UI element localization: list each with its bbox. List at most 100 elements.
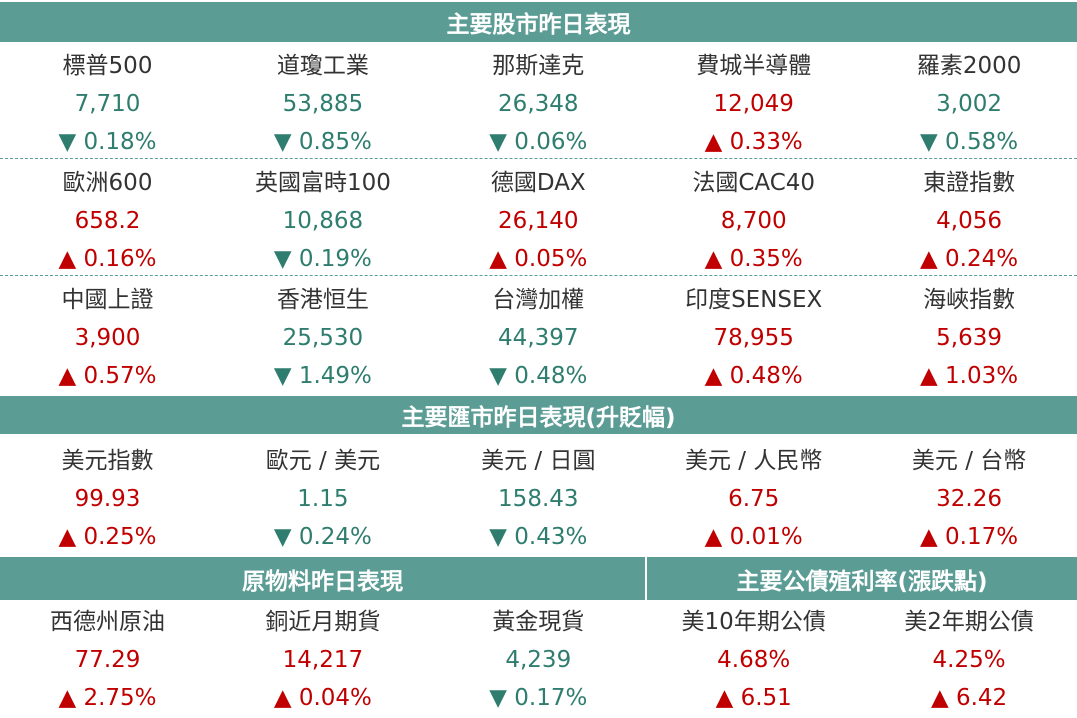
quote-cell: 美元指數 99.93 ▲ 0.25% bbox=[0, 442, 215, 556]
quote-value: 8,700 bbox=[720, 208, 787, 234]
quote-change: ▼ 0.43% bbox=[489, 524, 588, 550]
quote-name: 羅素2000 bbox=[916, 53, 1022, 79]
quote-name: 中國上證 bbox=[61, 287, 154, 313]
quote-change: ▲ 0.16% bbox=[58, 246, 157, 272]
quote-name: 歐洲600 bbox=[62, 170, 153, 196]
quote-value: 78,955 bbox=[713, 325, 794, 351]
quote-name: 銅近月期貨 bbox=[265, 609, 381, 635]
quote-value: 99.93 bbox=[74, 486, 141, 512]
quote-cell: 黃金現貨 4,239 ▼ 0.17% bbox=[431, 603, 646, 717]
quote-cell: 德國DAX 26,140 ▲ 0.05% bbox=[431, 164, 646, 278]
quote-value: 6.75 bbox=[728, 486, 780, 512]
quote-cell: 西德州原油 77.29 ▲ 2.75% bbox=[0, 603, 215, 717]
quote-change: ▲ 1.03% bbox=[920, 363, 1019, 389]
quote-change: ▼ 0.58% bbox=[920, 129, 1019, 155]
section-header: 主要匯市昨日表現(升貶幅) bbox=[0, 396, 1077, 434]
quote-value: 658.2 bbox=[74, 208, 141, 234]
row-separator bbox=[0, 158, 1077, 159]
quote-cell: 銅近月期貨 14,217 ▲ 0.04% bbox=[215, 603, 430, 717]
quote-cell: 美2年期公債 4.25% ▲ 6.42 bbox=[862, 603, 1077, 717]
quote-value: 25,530 bbox=[282, 325, 364, 351]
quote-value: 5,639 bbox=[936, 325, 1003, 351]
quote-change: ▲ 0.24% bbox=[920, 246, 1019, 272]
quote-name: 英國富時100 bbox=[254, 170, 391, 196]
quote-change: ▼ 0.19% bbox=[273, 246, 372, 272]
quote-change: ▼ 0.06% bbox=[489, 129, 588, 155]
quote-name: 標普500 bbox=[62, 53, 153, 79]
quote-name: 歐元 / 美元 bbox=[265, 448, 381, 474]
quote-cell: 香港恒生 25,530 ▼ 1.49% bbox=[215, 281, 430, 395]
section-header: 主要股市昨日表現 bbox=[0, 2, 1077, 42]
quote-change: ▼ 0.17% bbox=[489, 685, 588, 711]
quote-value: 77.29 bbox=[74, 647, 141, 673]
quote-cell: 那斯達克 26,348 ▼ 0.06% bbox=[431, 47, 646, 161]
quote-change: ▲ 0.57% bbox=[58, 363, 157, 389]
quote-cell: 英國富時100 10,868 ▼ 0.19% bbox=[215, 164, 430, 278]
quote-name: 美元 / 台幣 bbox=[911, 448, 1027, 474]
quote-cell: 台灣加權 44,397 ▼ 0.48% bbox=[431, 281, 646, 395]
quote-name: 費城半導體 bbox=[696, 53, 812, 79]
quote-value: 158.43 bbox=[498, 486, 579, 512]
quote-value: 4,239 bbox=[505, 647, 572, 673]
quote-change: ▲ 6.51 bbox=[715, 685, 792, 711]
quote-cell: 美元 / 人民幣 6.75 ▲ 0.01% bbox=[646, 442, 861, 556]
quote-cell: 海峽指數 5,639 ▲ 1.03% bbox=[862, 281, 1077, 395]
quote-cell: 標普500 7,710 ▼ 0.18% bbox=[0, 47, 215, 161]
quote-name: 台灣加權 bbox=[492, 287, 585, 313]
quote-change: ▲ 0.33% bbox=[704, 129, 803, 155]
quote-value: 44,397 bbox=[498, 325, 579, 351]
quote-cell: 法國CAC40 8,700 ▲ 0.35% bbox=[646, 164, 861, 278]
quote-name: 美元 / 日圓 bbox=[481, 448, 596, 474]
quote-cell: 東證指數 4,056 ▲ 0.24% bbox=[862, 164, 1077, 278]
quote-name: 德國DAX bbox=[490, 170, 586, 196]
quote-change: ▲ 0.48% bbox=[704, 363, 803, 389]
quote-name: 香港恒生 bbox=[276, 287, 369, 313]
quote-cell: 美元 / 台幣 32.26 ▲ 0.17% bbox=[862, 442, 1077, 556]
row-separator bbox=[0, 275, 1077, 276]
section-header: 原物料昨日表現 bbox=[0, 557, 645, 600]
quote-value: 3,002 bbox=[936, 91, 1003, 117]
quote-name: 東證指數 bbox=[923, 170, 1016, 196]
quote-cell: 印度SENSEX 78,955 ▲ 0.48% bbox=[646, 281, 861, 395]
quote-value: 4,056 bbox=[936, 208, 1003, 234]
quote-cell: 歐洲600 658.2 ▲ 0.16% bbox=[0, 164, 215, 278]
section-header: 主要公債殖利率(漲跌點) bbox=[647, 557, 1077, 600]
quote-change: ▲ 0.17% bbox=[920, 524, 1019, 550]
quote-change: ▲ 0.35% bbox=[704, 246, 803, 272]
quote-change: ▼ 0.18% bbox=[58, 129, 157, 155]
quote-name: 美元 / 人民幣 bbox=[685, 448, 823, 474]
quote-value: 32.26 bbox=[936, 486, 1003, 512]
quote-cell: 費城半導體 12,049 ▲ 0.33% bbox=[646, 47, 861, 161]
quote-value: 14,217 bbox=[282, 647, 364, 673]
quote-name: 西德州原油 bbox=[50, 609, 165, 635]
quote-name: 那斯達克 bbox=[492, 53, 585, 79]
quote-name: 美2年期公債 bbox=[904, 609, 1034, 635]
quote-change: ▲ 0.01% bbox=[704, 524, 803, 550]
quote-cell: 美10年期公債 4.68% ▲ 6.51 bbox=[646, 603, 861, 717]
quote-cell: 美元 / 日圓 158.43 ▼ 0.43% bbox=[431, 442, 646, 556]
quote-name: 美10年期公債 bbox=[681, 609, 826, 635]
quote-value: 1.15 bbox=[297, 486, 349, 512]
quote-name: 美元指數 bbox=[61, 448, 154, 474]
quote-name: 法國CAC40 bbox=[692, 170, 816, 196]
quote-change: ▲ 0.05% bbox=[489, 246, 588, 272]
quote-value: 4.68% bbox=[717, 647, 791, 673]
quote-cell: 羅素2000 3,002 ▼ 0.58% bbox=[862, 47, 1077, 161]
quote-cell: 中國上證 3,900 ▲ 0.57% bbox=[0, 281, 215, 395]
quote-value: 4.25% bbox=[932, 647, 1006, 673]
quote-value: 3,900 bbox=[74, 325, 141, 351]
quote-name: 黃金現貨 bbox=[492, 609, 585, 635]
quote-change: ▼ 0.85% bbox=[273, 129, 372, 155]
quote-value: 10,868 bbox=[282, 208, 364, 234]
quote-change: ▲ 0.04% bbox=[273, 685, 372, 711]
quote-change: ▲ 6.42 bbox=[930, 685, 1008, 711]
quote-value: 26,140 bbox=[498, 208, 579, 234]
quote-change: ▼ 1.49% bbox=[273, 363, 372, 389]
quote-name: 印度SENSEX bbox=[685, 287, 823, 313]
quote-change: ▼ 0.24% bbox=[273, 524, 372, 550]
quote-change: ▼ 0.48% bbox=[489, 363, 588, 389]
quote-value: 12,049 bbox=[713, 91, 794, 117]
quote-name: 道瓊工業 bbox=[276, 53, 369, 79]
quote-value: 53,885 bbox=[282, 91, 364, 117]
